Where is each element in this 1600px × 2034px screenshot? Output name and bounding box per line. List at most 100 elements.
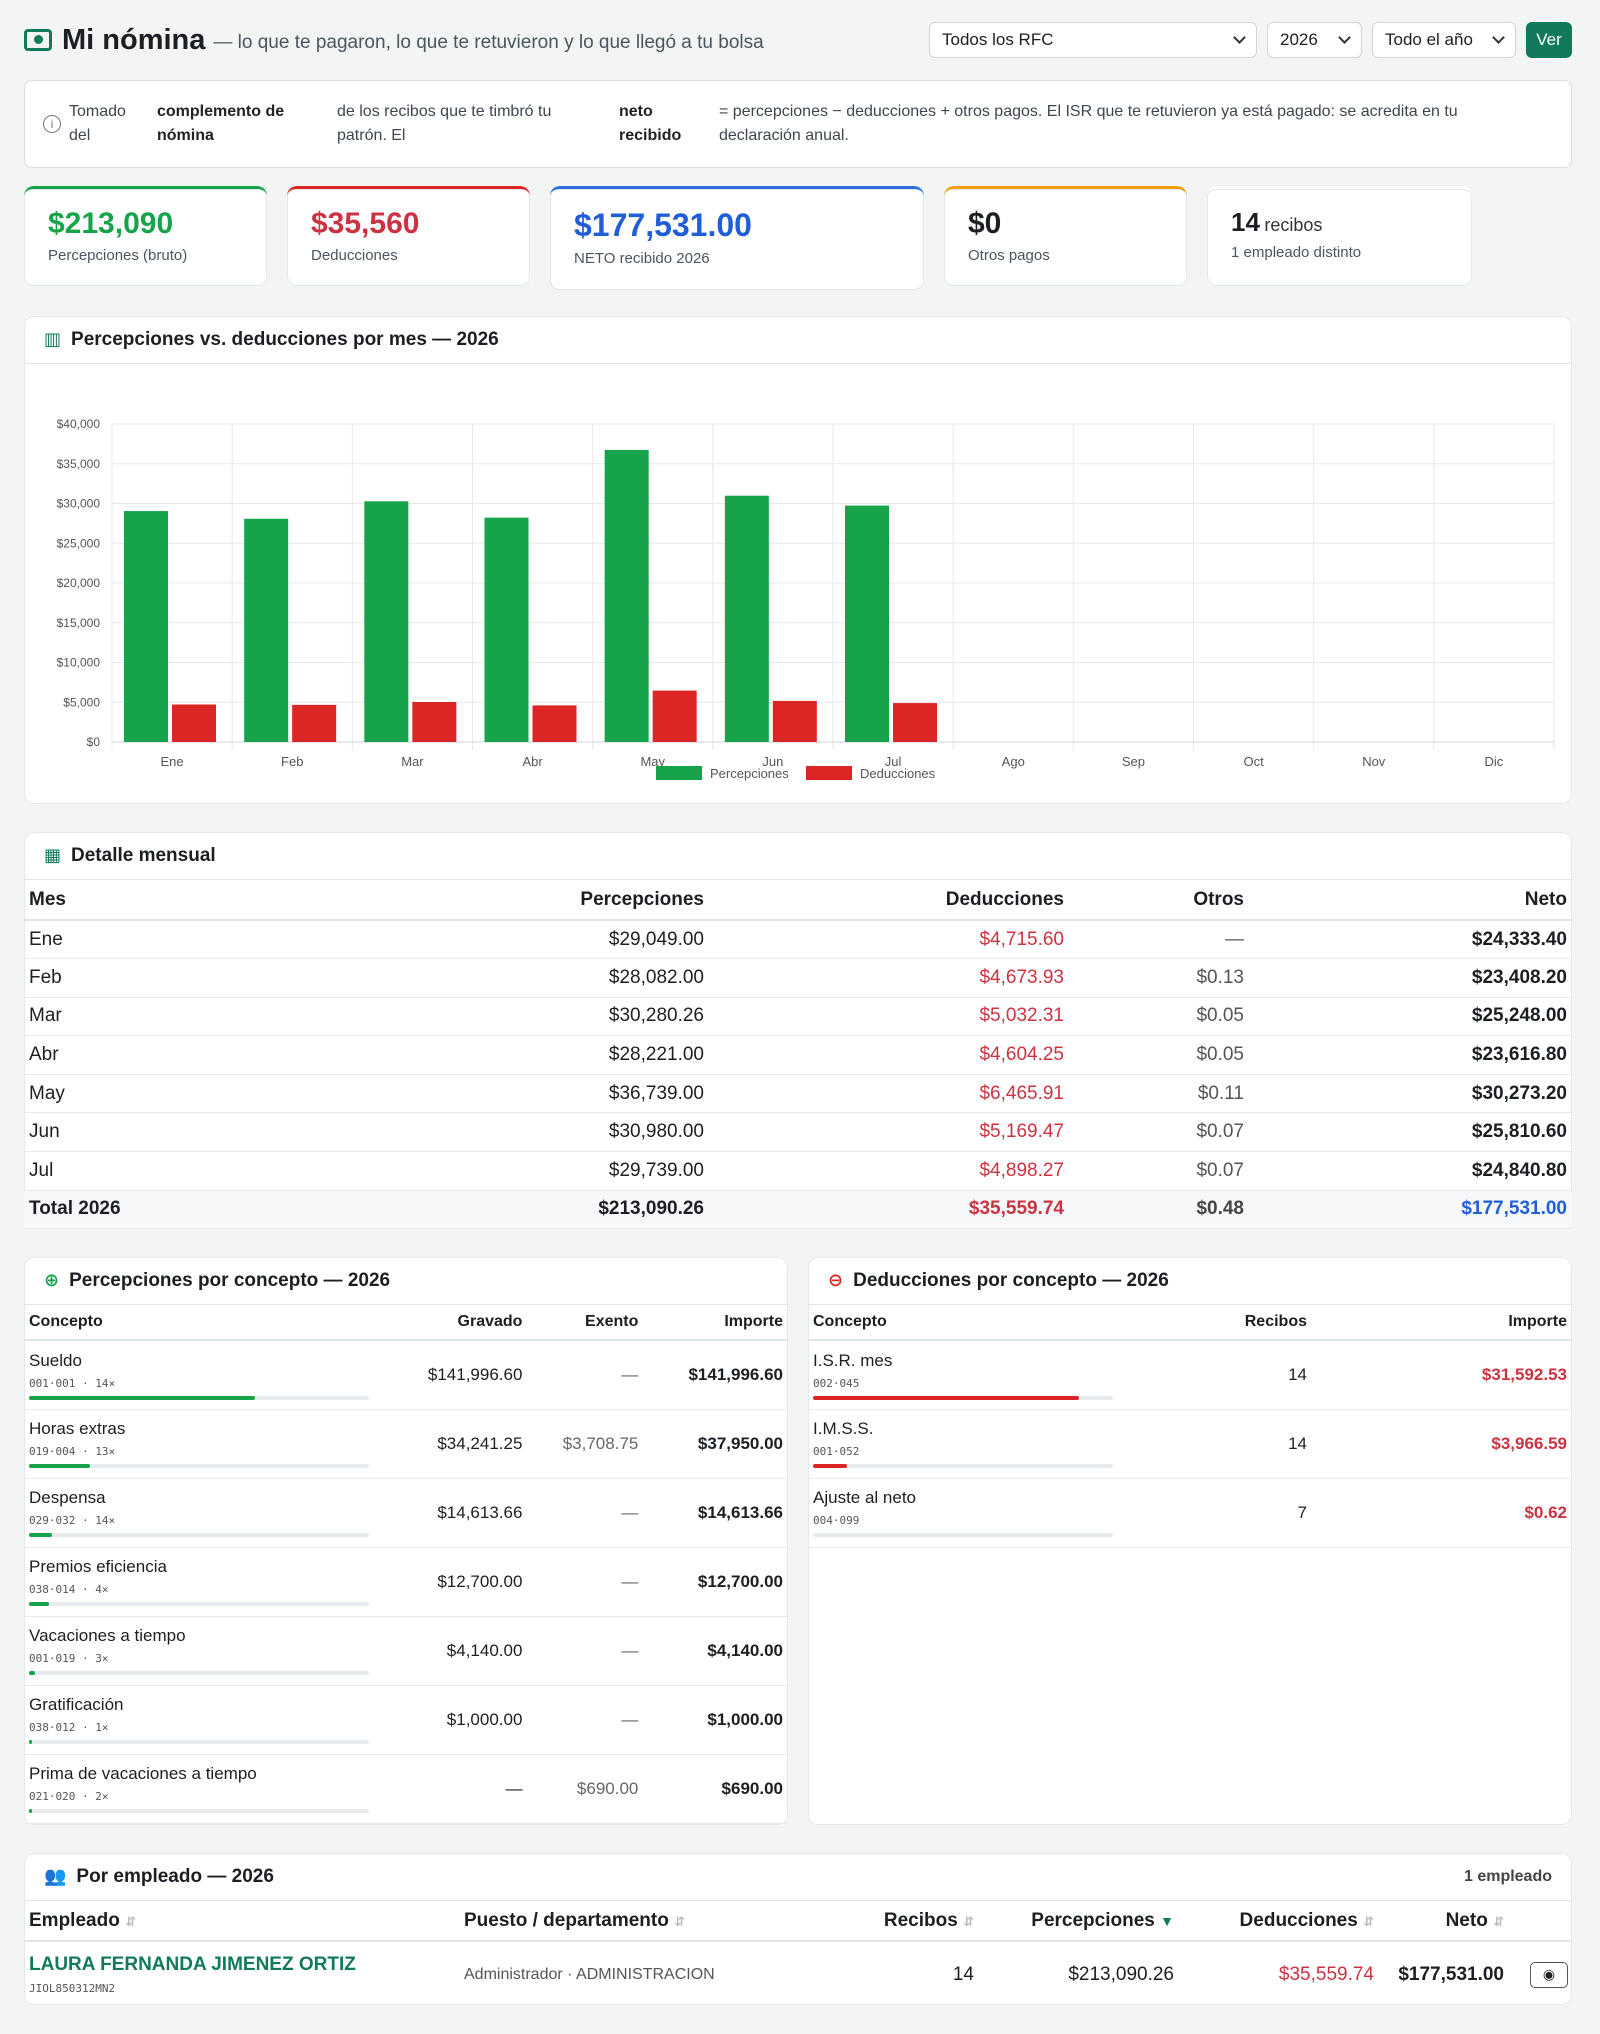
x-tick-label: Jul — [885, 754, 902, 769]
x-tick-label: Sep — [1122, 754, 1145, 769]
x-tick-label: Dic — [1485, 754, 1504, 769]
deducciones-concepto-panel: ⊖ Deducciones por concepto — 2026 Concept… — [808, 1257, 1572, 1826]
monthly-panel: ▦ Detalle mensual Mes Percepciones Deducc… — [24, 832, 1572, 1230]
x-tick-label: Mar — [401, 754, 424, 769]
table-row: Jul $29,739.00 $4,898.27 $0.07 $24,840.8… — [24, 1151, 1572, 1191]
bar-percepciones-ene — [124, 511, 168, 742]
bar-deducciones-ene — [172, 704, 216, 742]
share-bar — [813, 1464, 1113, 1469]
sort-icon: ⇵ — [674, 1913, 686, 1929]
bar-deducciones-mar — [412, 701, 457, 742]
y-tick-label: $20,000 — [57, 576, 101, 590]
legend-swatch — [806, 766, 852, 780]
bar-percepciones-abr — [484, 517, 529, 742]
y-tick-label: $40,000 — [57, 417, 101, 431]
sort-deducciones[interactable]: Deducciones ⇵ — [1174, 1901, 1374, 1943]
card-neto: $177,531.00 NETO recibido 2026 — [550, 186, 924, 290]
share-bar-fill — [29, 1533, 53, 1538]
y-tick-label: $15,000 — [57, 616, 101, 630]
total-row: Total 2026 $213,090.26 $35,559.74 $0.48 … — [24, 1190, 1572, 1230]
page-title: Mi nómina — [62, 23, 206, 56]
concept-row: I.S.R. mes 002·045 14 $31,592.53 — [808, 1340, 1572, 1410]
y-tick-label: $10,000 — [57, 656, 101, 670]
year-select[interactable]: 2026 — [1267, 22, 1362, 58]
share-bar — [29, 1533, 369, 1538]
share-bar-fill — [29, 1464, 90, 1469]
chevron-down-icon — [1492, 31, 1505, 44]
bar-deducciones-may — [652, 690, 697, 742]
sort-icon: ⇵ — [1363, 1913, 1374, 1929]
concept-row: Vacaciones a tiempo 001·019 · 3× $4,140.… — [24, 1616, 788, 1686]
legend-label: Percepciones — [710, 766, 789, 781]
deducciones-concepto-table: Concepto Recibos Importe I.S.R. mes 002·… — [808, 1305, 1572, 1548]
x-tick-label: Nov — [1362, 754, 1386, 769]
share-bar-fill — [813, 1464, 847, 1469]
ver-button[interactable]: Ver — [1526, 22, 1572, 58]
share-bar-fill — [29, 1809, 33, 1814]
bar-deducciones-jul — [893, 703, 937, 742]
employee-panel: 👥 Por empleado — 2026 1 empleado Empleado… — [24, 1853, 1572, 2007]
period-select[interactable]: Todo el año — [1372, 22, 1516, 58]
concept-row: Ajuste al neto 004·099 7 $0.62 — [808, 1478, 1572, 1548]
page-subtitle: — lo que te pagaron, lo que te retuviero… — [213, 32, 764, 53]
share-bar — [29, 1602, 369, 1607]
share-bar-fill — [29, 1740, 33, 1745]
x-tick-label: May — [640, 754, 665, 769]
share-bar-fill — [29, 1395, 256, 1400]
table-row: Feb $28,082.00 $4,673.93 $0.13 $23,408.2… — [24, 958, 1572, 998]
bar-percepciones-mar — [364, 501, 409, 742]
sort-recibos[interactable]: Recibos ⇵ — [824, 1901, 974, 1943]
bar-chart: $0 $5,000 $10,000 $15,000 $20,000 $25,000 $30,… — [57, 417, 1555, 781]
share-bar — [29, 1671, 369, 1676]
x-tick-label: Ago — [1002, 754, 1025, 769]
sort-percepciones[interactable]: Percepciones ▼ — [974, 1901, 1174, 1943]
sort-neto[interactable]: Neto ⇵ — [1374, 1901, 1504, 1943]
percepciones-concepto-table: Concepto Gravado Exento Importe Sueldo 0… — [24, 1305, 788, 1824]
bar-percepciones-may — [604, 449, 649, 742]
y-tick-label: $25,000 — [57, 536, 101, 550]
rfc-select[interactable]: Todos los RFC — [929, 22, 1257, 58]
payroll-icon — [24, 29, 52, 51]
concept-row: Horas extras 019·004 · 13× $34,241.25 $3… — [24, 1409, 788, 1479]
sort-desc-icon: ▼ — [1160, 1912, 1174, 1929]
bar-percepciones-jun — [724, 495, 769, 742]
card-recibos: 14 recibos 1 empleado distinto — [1207, 186, 1472, 286]
y-tick-label: $0 — [87, 735, 101, 749]
card-deducciones: $35,560 Deducciones — [287, 186, 530, 286]
sort-icon: ⇵ — [1493, 1913, 1504, 1929]
sort-icon: ⇵ — [125, 1913, 136, 1929]
share-bar — [29, 1809, 369, 1814]
bar-deducciones-jun — [772, 700, 817, 742]
concept-row: Despensa 029·032 · 14× $14,613.66 — $14,… — [24, 1478, 788, 1548]
bar-chart-icon: ▥ — [44, 329, 62, 349]
concept-row: Gratificación 038·012 · 1× $1,000.00 — $… — [24, 1685, 788, 1755]
y-tick-label: $35,000 — [57, 457, 101, 471]
table-row: May $36,739.00 $6,465.91 $0.11 $30,273.2… — [24, 1074, 1572, 1114]
eye-icon: ◉ — [1542, 1966, 1556, 1983]
sort-empleado[interactable]: Empleado ⇵ — [24, 1901, 464, 1943]
legend-swatch — [656, 766, 702, 780]
concept-row: Premios eficiencia 038·014 · 4× $12,700.… — [24, 1547, 788, 1617]
employee-name-link[interactable]: LAURA FERNANDA JIMENEZ ORTIZ — [29, 1954, 356, 1976]
concept-row: Sueldo 001·001 · 14× $141,996.60 — $141,… — [24, 1340, 788, 1410]
minus-circle-icon: ⊖ — [828, 1270, 844, 1291]
percepciones-concepto-panel: ⊕ Percepciones por concepto — 2026 Concep… — [24, 1257, 788, 1826]
view-details-button[interactable]: ◉ — [1530, 1961, 1568, 1988]
share-bar — [813, 1395, 1113, 1400]
x-tick-label: Abr — [522, 754, 543, 769]
table-row: Ene $29,049.00 $4,715.60 — $24,333.40 — [24, 920, 1572, 960]
share-bar-fill — [813, 1395, 1080, 1400]
share-bar — [29, 1395, 369, 1400]
share-bar-fill — [29, 1602, 50, 1607]
bar-deducciones-feb — [292, 704, 337, 742]
employee-table: Empleado ⇵ Puesto / departamento ⇵ Recib… — [24, 1901, 1572, 2007]
share-bar — [29, 1740, 369, 1745]
sort-puesto[interactable]: Puesto / departamento ⇵ — [464, 1901, 824, 1943]
card-percepciones: $213,090 Percepciones (bruto) — [24, 186, 267, 286]
card-otros-pagos: $0 Otros pagos — [944, 186, 1187, 286]
sort-icon: ⇵ — [963, 1913, 974, 1929]
share-bar — [813, 1533, 1113, 1538]
table-row: Abr $28,221.00 $4,604.25 $0.05 $23,616.8… — [24, 1035, 1572, 1075]
info-notice: i Tomado del complemento de nómina de lo… — [24, 80, 1572, 168]
concept-row: Prima de vacaciones a tiempo 021·020 · 2… — [24, 1754, 788, 1824]
